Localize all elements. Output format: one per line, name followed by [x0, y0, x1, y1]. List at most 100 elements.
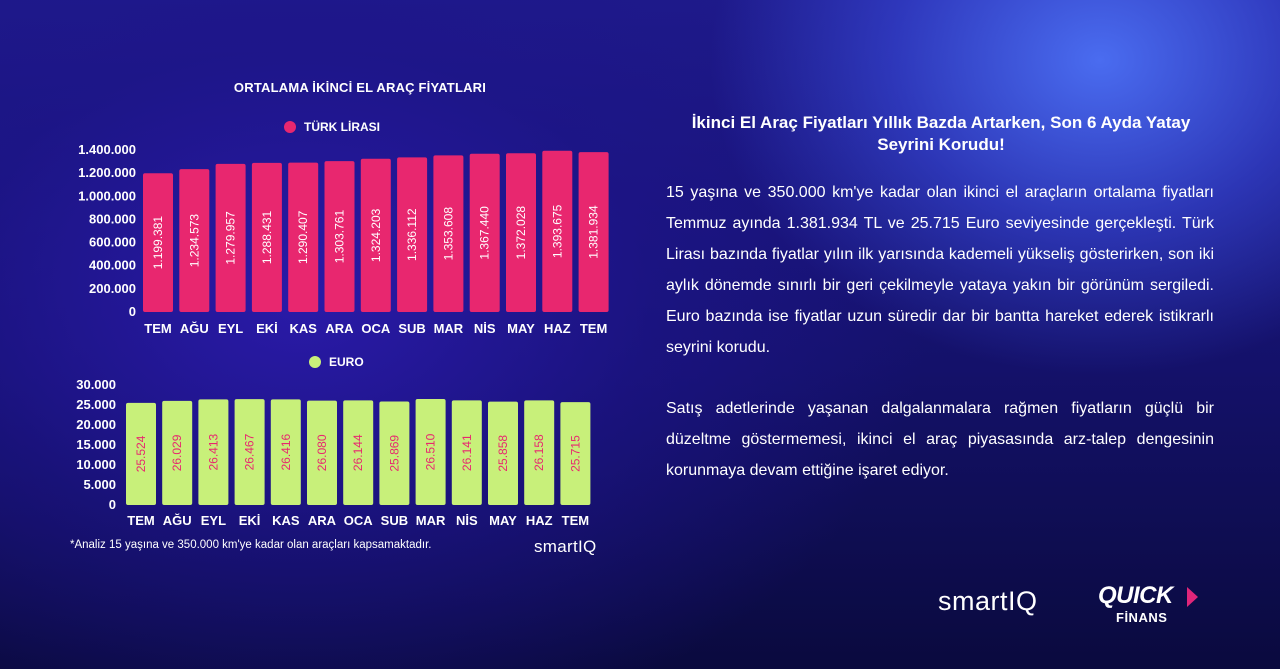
tl-category-label: NİS: [474, 321, 496, 336]
eur-bar: [162, 400, 193, 505]
tl-category-label: TEM: [580, 321, 607, 336]
eur-data-label: 26.144: [351, 434, 365, 471]
quick-finans-logo: QUICK FİNANS: [1098, 582, 1198, 625]
eur-category-label: TEM: [562, 513, 589, 528]
eur-data-label: 26.467: [243, 433, 257, 470]
tl-data-label: 1.367.440: [478, 206, 492, 260]
chart-title: ORTALAMA İKİNCİ EL ARAÇ FİYATLARI: [233, 80, 487, 95]
eur-category-label: OCA: [344, 513, 374, 528]
eur-bar: [451, 400, 482, 505]
legend-tl-label: TÜRK LİRASI: [304, 120, 380, 134]
tl-category-label: TEM: [144, 321, 171, 336]
eur-bar: [560, 402, 591, 505]
tl-bar: [288, 162, 319, 312]
eur-data-label: 25.715: [568, 435, 582, 472]
tl-data-label: 1.303.761: [333, 210, 347, 264]
eur-ytick-label: 10.000: [76, 457, 116, 472]
eur-bar: [126, 402, 156, 505]
tl-category-label: OCA: [361, 321, 391, 336]
eur-ytick-label: 25.000: [76, 397, 116, 412]
quick-logo-top: QUICK: [1098, 582, 1173, 609]
eur-data-label: 25.858: [496, 435, 510, 472]
eur-ytick-label: 30.000: [76, 377, 116, 392]
paragraph-2: Satış adetlerinde yaşanan dalgalanmalara…: [666, 400, 1214, 479]
eur-category-label: EYL: [201, 513, 226, 528]
tl-bar: [578, 152, 609, 312]
tl-ytick-label: 200.000: [89, 281, 136, 296]
tl-bar: [251, 162, 282, 312]
brand-small-logo: smartIQ: [534, 537, 597, 556]
eur-bar: [524, 400, 555, 505]
eur-ytick-label: 0: [109, 497, 116, 512]
legend-euro: EURO: [309, 355, 364, 369]
tl-category-label: EYL: [218, 321, 243, 336]
tl-category-label: AĞU: [180, 321, 209, 336]
tl-category-label: HAZ: [544, 321, 571, 336]
eur-ytick-label: 15.000: [76, 437, 116, 452]
eur-bar: [234, 399, 265, 505]
tl-data-label: 1.234.573: [187, 214, 201, 268]
eur-category-label: HAZ: [526, 513, 553, 528]
eur-category-label: ARA: [308, 513, 337, 528]
tl-bar: [433, 155, 464, 312]
eur-data-label: 25.524: [134, 435, 148, 472]
tl-category-label: MAY: [507, 321, 535, 336]
eur-category-label: KAS: [272, 513, 300, 528]
legend-tl-dot: [284, 121, 296, 133]
paragraph-1: 15 yaşına ve 350.000 km'ye kadar olan ik…: [666, 184, 1214, 356]
eur-data-label: 26.413: [206, 433, 220, 470]
legend-tl: TÜRK LİRASI: [284, 120, 380, 134]
eur-data-label: 26.510: [424, 433, 438, 470]
eur-category-label: TEM: [127, 513, 154, 528]
eur-ytick-label: 5.000: [83, 477, 116, 492]
tl-ytick-label: 800.000: [89, 211, 136, 226]
tl-bar: [469, 153, 500, 312]
eur-category-label: EKİ: [239, 513, 261, 528]
tl-data-label: 1.381.934: [587, 205, 601, 259]
eur-data-label: 25.869: [387, 435, 401, 472]
tl-category-label: EKİ: [256, 321, 278, 336]
eur-data-label: 26.080: [315, 434, 329, 471]
tl-data-label: 1.290.407: [296, 210, 310, 264]
smartiq-logo: smartIQ: [938, 586, 1038, 616]
tl-category-label: MAR: [434, 321, 464, 336]
tl-bar: [542, 150, 573, 312]
legend-euro-dot: [309, 356, 321, 368]
tl-data-label: 1.279.957: [224, 211, 238, 265]
tl-category-label: KAS: [289, 321, 317, 336]
tl-category-label: SUB: [398, 321, 425, 336]
tl-bar: [179, 169, 210, 312]
tl-data-label: 1.336.112: [405, 208, 419, 261]
tl-data-label: 1.372.028: [514, 206, 528, 260]
eur-category-label: AĞU: [163, 513, 192, 528]
tl-data-label: 1.288.431: [260, 210, 274, 264]
eur-ytick-label: 20.000: [76, 417, 116, 432]
quick-logo-bottom: FİNANS: [1116, 610, 1168, 625]
eur-data-label: 26.029: [170, 434, 184, 471]
eur-bar: [488, 401, 518, 505]
bar-charts: 0 200.000 400.000 600.000 800.000 1.000.000 1.…: [76, 142, 609, 528]
eur-bar: [307, 400, 337, 505]
eur-bar: [198, 399, 229, 505]
tl-data-label: 1.393.675: [550, 204, 564, 258]
headline: İkinci El Araç Fiyatları Yıllık Bazda Ar…: [691, 113, 1191, 154]
tl-ytick-label: 1.400.000: [78, 142, 136, 157]
eur-bar: [415, 398, 446, 505]
tl-data-label: 1.199.381: [151, 216, 165, 270]
eur-bar: [379, 401, 410, 505]
eur-data-label: 26.158: [532, 434, 546, 471]
eur-data-label: 26.141: [460, 434, 474, 471]
tl-bar: [360, 158, 391, 312]
eur-bar: [270, 399, 301, 505]
eur-category-label: NİS: [456, 513, 478, 528]
footnote: *Analiz 15 yaşına ve 350.000 km'ye kadar…: [70, 539, 432, 551]
tl-bar: [506, 153, 536, 312]
tl-data-label: 1.324.203: [369, 208, 383, 262]
eur-bar: [343, 400, 374, 505]
tl-ytick-label: 1.000.000: [78, 188, 136, 203]
legend-euro-label: EURO: [329, 355, 364, 369]
tl-data-label: 1.353.608: [441, 207, 455, 261]
tl-bar: [324, 161, 355, 312]
tl-category-label: ARA: [325, 321, 354, 336]
eur-category-label: MAY: [489, 513, 517, 528]
